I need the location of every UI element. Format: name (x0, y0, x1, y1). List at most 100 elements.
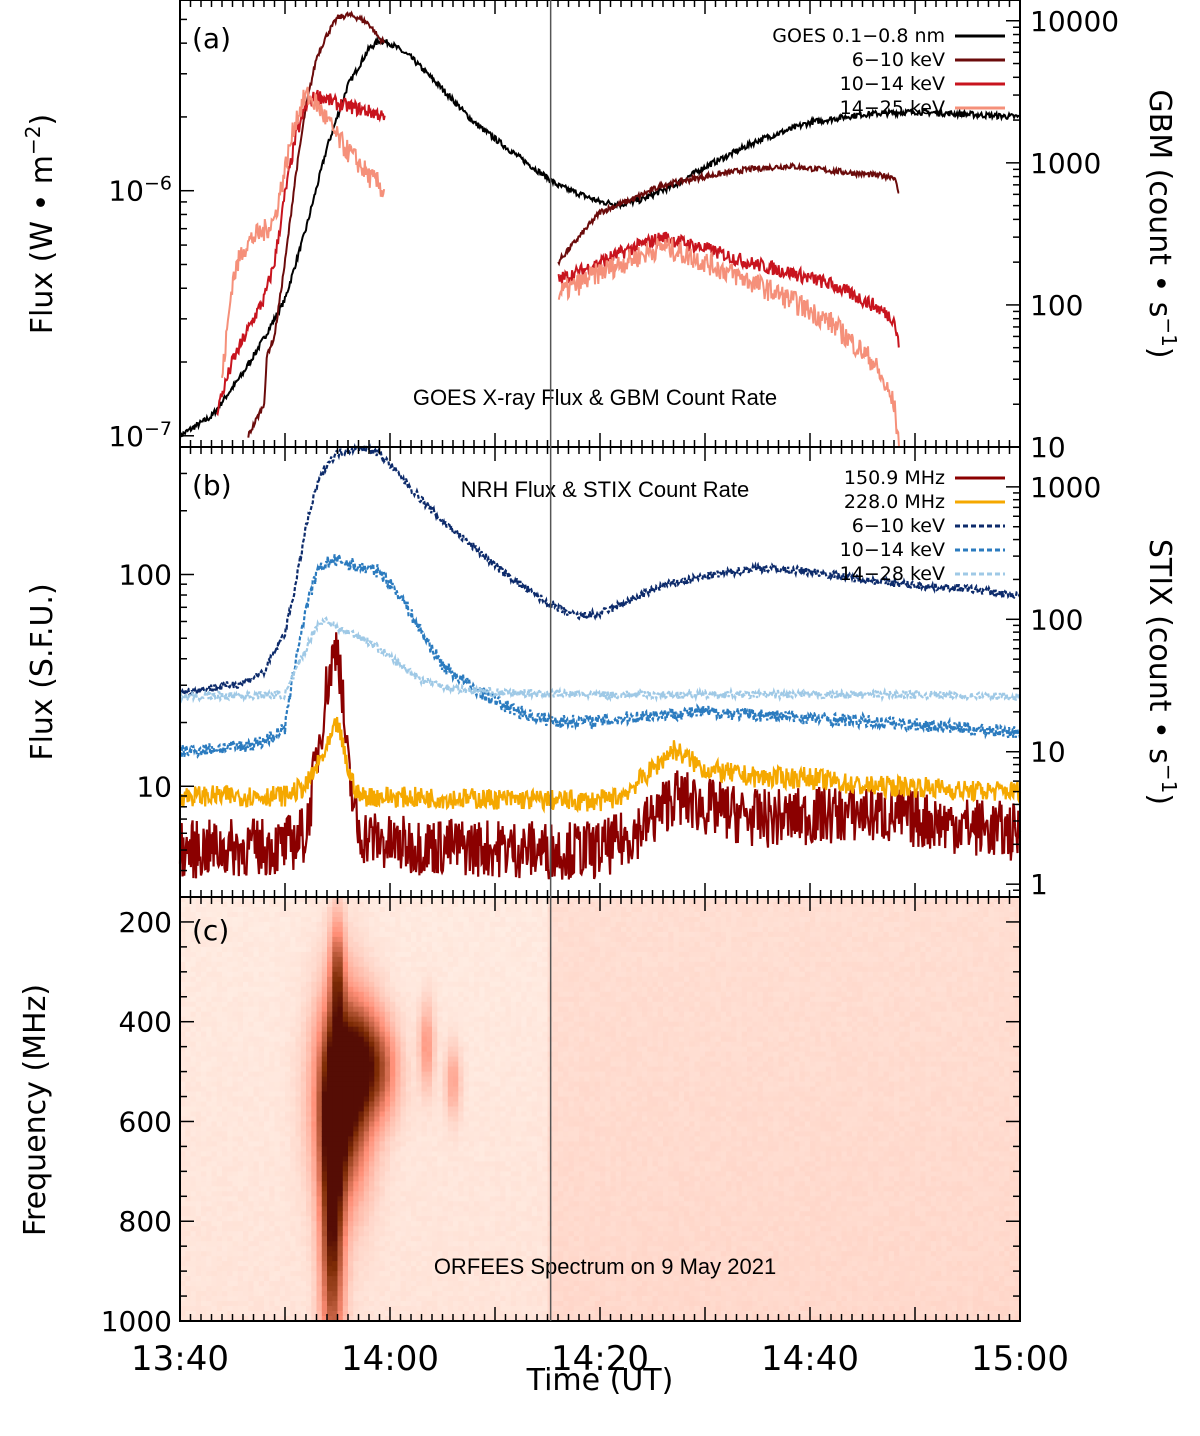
heatmap-cell (243, 1066, 249, 1073)
heatmap-cell (353, 996, 360, 1003)
heatmap-cell (453, 921, 459, 928)
panel-a-left-tick-base: 10 (108, 420, 144, 453)
heatmap-cell (405, 1061, 412, 1068)
heatmap-cell (353, 1271, 360, 1277)
heatmap-cell (311, 1071, 318, 1078)
heatmap-cell (237, 1021, 244, 1028)
heatmap-cell (311, 926, 318, 933)
heatmap-cell (416, 1126, 423, 1133)
heatmap-cell (416, 926, 423, 933)
heatmap-cell (222, 1076, 228, 1083)
heatmap-cell (447, 1241, 454, 1247)
heatmap-cell (363, 1216, 370, 1222)
heatmap-cell (332, 1086, 339, 1093)
heatmap-cell (248, 1116, 255, 1123)
heatmap-cell (453, 1006, 459, 1013)
heatmap-cell (253, 1091, 260, 1098)
heatmap-cell (374, 1156, 381, 1162)
heatmap-cell (379, 986, 386, 993)
heatmap-cell (405, 926, 412, 933)
heatmap-cell (180, 1171, 186, 1177)
heatmap-cell (395, 1241, 402, 1247)
heatmap-cell (300, 1236, 307, 1242)
heatmap-cell (384, 936, 391, 943)
heatmap-cell (253, 1136, 260, 1142)
heatmap-cell (248, 1236, 255, 1242)
heatmap-cell (353, 1006, 360, 1013)
heatmap-cell (442, 1176, 449, 1182)
heatmap-cell (201, 1086, 207, 1093)
heatmap-cell (426, 1041, 433, 1048)
heatmap-cell (237, 902, 244, 908)
heatmap-cell (180, 926, 186, 933)
heatmap-cell (264, 1046, 270, 1053)
heatmap-cell (258, 1251, 265, 1257)
heatmap-cell (437, 1211, 444, 1217)
heatmap-cell (285, 931, 291, 938)
heatmap-cell (279, 897, 286, 903)
heatmap-cell (416, 1131, 423, 1137)
heatmap-cell (211, 1111, 218, 1118)
heatmap-cell (432, 1036, 438, 1043)
heatmap-cell (206, 1156, 213, 1162)
heatmap-cell (206, 1176, 213, 1182)
heatmap-cell (222, 1086, 228, 1093)
heatmap-cell (279, 1036, 286, 1043)
heatmap-cell (432, 1146, 438, 1152)
heatmap-cell (405, 1101, 412, 1108)
heatmap-cell (316, 1011, 323, 1018)
heatmap-cell (374, 1141, 381, 1147)
heatmap-cell (337, 1161, 344, 1167)
heatmap-cell (363, 1151, 370, 1157)
heatmap-cell (321, 1166, 328, 1172)
heatmap-cell (348, 1096, 354, 1103)
heatmap-cell (442, 1226, 449, 1232)
heatmap-cell (216, 1066, 223, 1073)
heatmap-cell (243, 1241, 249, 1247)
heatmap-cell (358, 1016, 365, 1023)
heatmap-cell (426, 897, 433, 903)
heatmap-cell (290, 1196, 297, 1202)
heatmap-cell (416, 1191, 423, 1197)
heatmap-cell (274, 1231, 281, 1237)
heatmap-cell (290, 1316, 297, 1322)
heatmap-cell (190, 1246, 197, 1252)
heatmap-cell (447, 1116, 454, 1123)
heatmap-cell (237, 1036, 244, 1043)
heatmap-cell (279, 1171, 286, 1177)
heatmap-cell (374, 1056, 381, 1063)
heatmap-cell (337, 956, 344, 963)
heatmap-cell (374, 1286, 381, 1292)
heatmap-cell (201, 1196, 207, 1202)
heatmap-cell (453, 1246, 459, 1252)
heatmap-cell (405, 1226, 412, 1232)
heatmap-cell (248, 926, 255, 933)
heatmap-cell (285, 1206, 291, 1212)
heatmap-cell (405, 1311, 412, 1317)
heatmap-cell (253, 1116, 260, 1123)
heatmap-cell (327, 1011, 333, 1018)
heatmap-cell (358, 1066, 365, 1073)
heatmap-cell (285, 991, 291, 998)
heatmap-cell (327, 1251, 333, 1257)
heatmap-cell (395, 1201, 402, 1207)
heatmap-cell (216, 1011, 223, 1018)
heatmap-cell (411, 1221, 417, 1227)
heatmap-cell (227, 1226, 234, 1232)
heatmap-cell (274, 907, 281, 913)
heatmap-cell (374, 1231, 381, 1237)
heatmap-cell (290, 1151, 297, 1157)
heatmap-cell (337, 951, 344, 958)
heatmap-cell (295, 1261, 302, 1267)
heatmap-cell (363, 1061, 370, 1068)
heatmap-cell (369, 1256, 375, 1262)
heatmap-cell (411, 1001, 417, 1008)
heatmap-cell (295, 1161, 302, 1167)
heatmap-cell (447, 1301, 454, 1307)
heatmap-cell (337, 1066, 344, 1073)
heatmap-cell (253, 976, 260, 983)
heatmap-cell (447, 1096, 454, 1103)
heatmap-cell (180, 936, 186, 943)
heatmap-cell (195, 1066, 202, 1073)
heatmap-cell (390, 1076, 396, 1083)
